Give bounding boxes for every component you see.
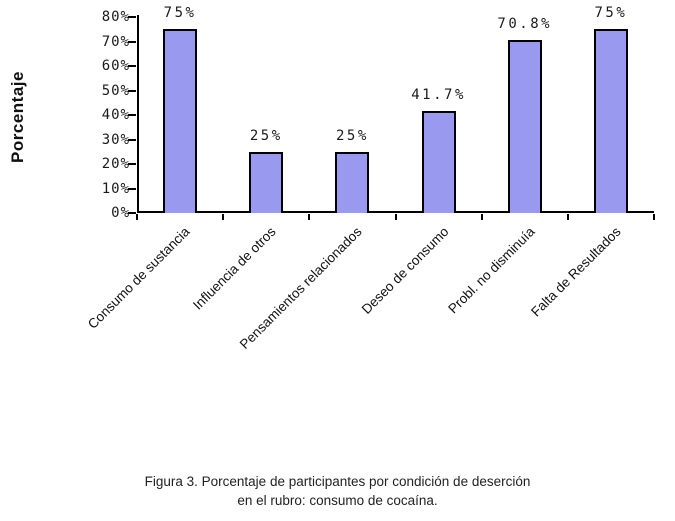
y-tick-label: 10%: [101, 180, 130, 197]
bar-value-label: 70.8%: [497, 15, 553, 32]
figure-caption: Figura 3. Porcentaje de participantes po…: [0, 472, 675, 510]
bar-value-label: 75%: [163, 5, 197, 22]
y-axis-title: Porcentaje: [8, 71, 27, 163]
bar-value-label: 25%: [249, 127, 283, 144]
bar: [249, 151, 284, 213]
y-tick-mark: [128, 114, 136, 116]
x-tick-mark: [136, 214, 138, 220]
y-tick-label: 80%: [101, 9, 130, 25]
y-tick-label: 30%: [101, 131, 130, 148]
y-tick-mark: [128, 187, 136, 190]
x-category-label: Consumo de sustancia: [84, 224, 193, 332]
bar: [335, 151, 370, 213]
y-tick-label: 60%: [101, 58, 130, 74]
x-tick-mark: [308, 214, 311, 220]
y-tick-mark: [128, 163, 136, 165]
y-tick-label: 0%: [111, 205, 130, 221]
bar: [507, 39, 542, 213]
y-tick-mark: [128, 65, 136, 67]
x-tick-mark: [222, 214, 225, 220]
x-category-label: Influencia de otros: [190, 224, 279, 313]
y-tick-mark: [128, 89, 136, 92]
y-tick-label: 50%: [101, 82, 130, 99]
y-tick-mark: [128, 212, 136, 214]
y-tick-label: 20%: [101, 156, 130, 172]
x-category-label: Falta de Resultados: [527, 224, 624, 320]
y-tick-label: 40%: [101, 107, 130, 123]
x-tick-mark: [653, 214, 655, 220]
y-tick-label: 70%: [101, 33, 130, 50]
x-category-label: Pensamientos relacionados: [237, 224, 366, 352]
bar-value-label: 41.7%: [411, 86, 466, 103]
bar: [593, 29, 628, 213]
bar: [421, 110, 456, 213]
y-tick-mark: [128, 16, 136, 18]
caption-line-1: Figura 3. Porcentaje de participantes po…: [144, 474, 531, 489]
plot-area: [137, 15, 654, 213]
x-tick-mark: [394, 214, 397, 220]
y-tick-mark: [128, 138, 136, 141]
x-category-label: Probl. no disminuía: [445, 224, 538, 317]
bar: [163, 29, 198, 213]
x-tick-mark: [566, 214, 569, 220]
bar-value-label: 25%: [336, 127, 369, 144]
bar-value-label: 75%: [594, 5, 628, 22]
x-category-label: Deseo de consumo: [358, 224, 452, 317]
x-tick-mark: [480, 214, 483, 220]
caption-line-2: en el rubro: consumo de cocaína.: [237, 493, 438, 508]
y-tick-mark: [128, 40, 136, 43]
